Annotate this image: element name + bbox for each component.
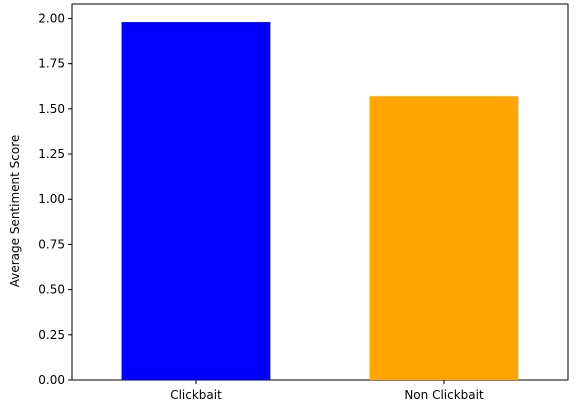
- y-tick-label: 0.75: [38, 237, 65, 251]
- bar-clickbait: [122, 22, 271, 380]
- y-tick-label: 1.00: [38, 192, 65, 206]
- y-tick-label: 2.00: [38, 11, 65, 25]
- x-axis: Clickbait Non Clickbait: [170, 380, 484, 402]
- x-tick-label: Clickbait: [170, 388, 222, 402]
- y-tick-label: 0.50: [38, 283, 65, 297]
- y-tick-label: 1.25: [38, 147, 65, 161]
- y-axis-label: Average Sentiment Score: [8, 135, 22, 288]
- y-tick-label: 0.00: [38, 373, 65, 387]
- y-tick-label: 0.25: [38, 328, 65, 342]
- x-tick-label: Non Clickbait: [404, 388, 484, 402]
- y-axis: 0.00 0.25 0.50 0.75 1.00 1.25 1.50 1.75 2.00: [38, 11, 72, 387]
- y-tick-label: 1.50: [38, 102, 65, 116]
- y-tick-label: 1.75: [38, 57, 65, 71]
- bar-non-clickbait: [370, 96, 519, 380]
